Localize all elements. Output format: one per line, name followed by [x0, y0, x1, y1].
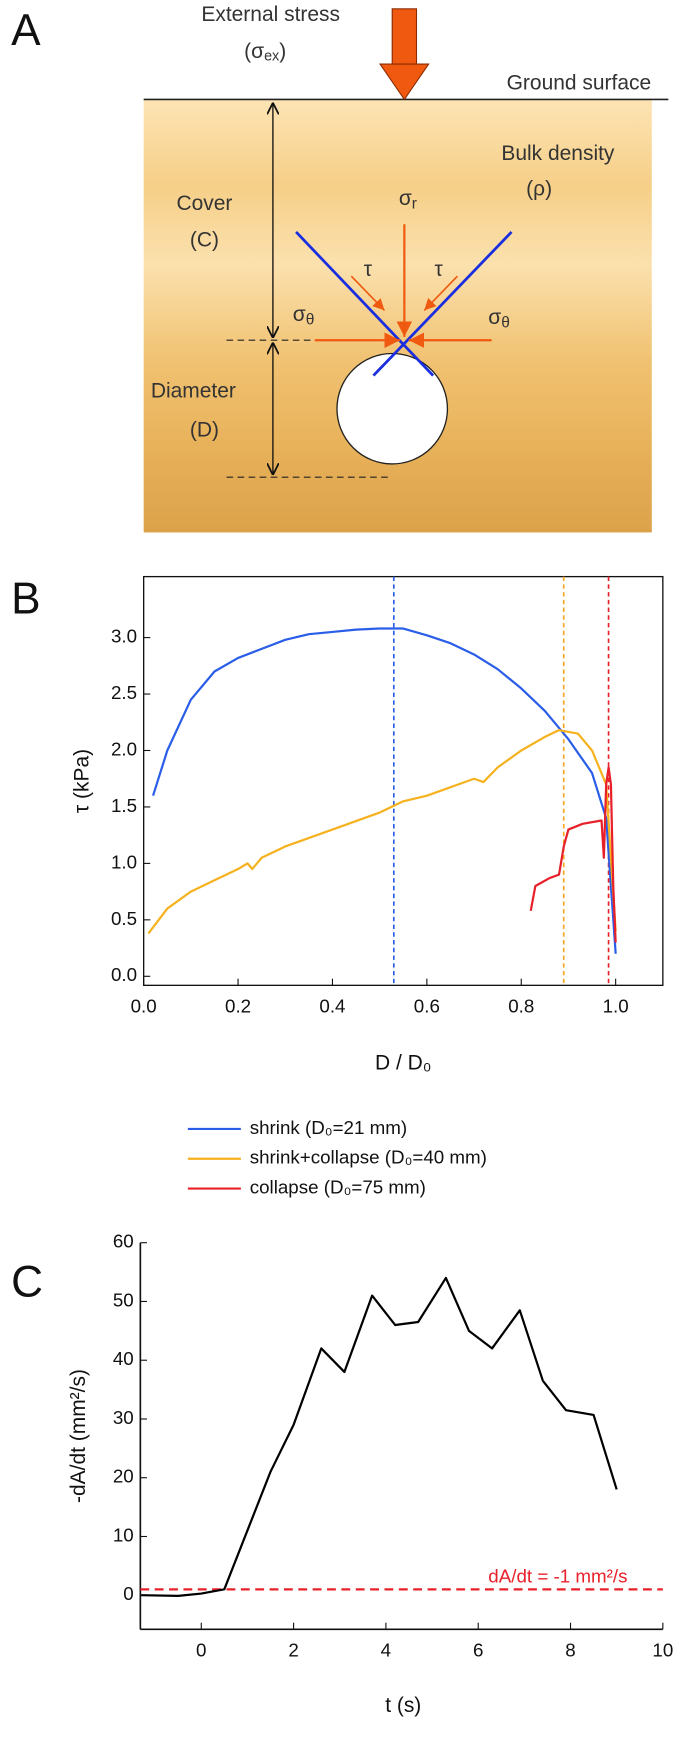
rho: (ρ) [526, 178, 552, 201]
x-tick-label: 0.2 [225, 995, 251, 1016]
ground-surface: Ground surface [507, 71, 652, 94]
annotation: dA/dt = -1 mm²/s [488, 1565, 627, 1586]
x-tick-label: 0.6 [414, 995, 440, 1016]
cavity [336, 352, 449, 465]
panel-label: A [11, 6, 41, 55]
y-tick-label: 50 [113, 1289, 134, 1310]
stress-arrow [391, 8, 418, 65]
tau-arrow [423, 275, 458, 311]
legend-label: collapse (D₀=75 mm) [250, 1177, 426, 1198]
x-tick-label: 1.0 [603, 995, 629, 1016]
x-tick-label: 2 [288, 1639, 298, 1660]
y-tick-label: 1.5 [111, 795, 137, 816]
tau: τ [434, 258, 443, 281]
diameter-symbol: (D) [190, 418, 219, 441]
y-tick-label: 0.5 [111, 908, 137, 929]
x-tick-label: 6 [473, 1639, 483, 1660]
sigma-ex: (σex) [244, 39, 286, 64]
x-axis-label: D / D₀ [375, 1051, 431, 1074]
y-tick-label: 2.0 [111, 738, 137, 759]
x-tick-label: 0.4 [319, 995, 345, 1016]
series-line [152, 627, 617, 954]
y-tick-label: 40 [113, 1348, 134, 1369]
external-stress: External stress [201, 3, 340, 26]
y-tick-label: 0.0 [111, 964, 137, 985]
panel-label: C [11, 1257, 43, 1306]
y-tick-label: 30 [113, 1407, 134, 1428]
x-tick-label: 0.8 [508, 995, 534, 1016]
plot-frame [143, 575, 664, 986]
bulk-density: Bulk density [501, 142, 615, 165]
legend-label: shrink (D₀=21 mm) [250, 1117, 407, 1138]
x-tick-label: 0.0 [131, 995, 157, 1016]
charts: 0.0 0.2 0.4 0.6 0.8 1.0 0.0 0.5 1.0 1.5 2.0 2.5 3.0 s… [67, 575, 673, 1717]
y-tick-label: 10 [113, 1524, 134, 1545]
tau-arrow [350, 275, 386, 311]
sigma-theta: σθ [293, 302, 315, 328]
y-axis-label: τ (kPa) [70, 749, 93, 813]
shear-line [295, 231, 435, 377]
y-tick-label: 2.5 [111, 682, 137, 703]
stress-arrow-head [379, 63, 430, 101]
shear-line [372, 231, 513, 377]
cover: Cover [176, 192, 232, 215]
series-line [529, 766, 617, 943]
x-tick-label: 0 [196, 1639, 206, 1660]
y-tick-label: 60 [113, 1231, 134, 1252]
cover-symbol: (C) [190, 228, 219, 251]
x-tick-label: 8 [565, 1639, 575, 1660]
x-tick-label: 10 [652, 1639, 673, 1660]
x-axis-label: t (s) [385, 1694, 421, 1717]
series-line [141, 1276, 618, 1597]
sigma-r: σr [399, 186, 417, 212]
y-tick-label: 0 [123, 1583, 133, 1604]
y-tick-label: 1.0 [111, 851, 137, 872]
y-tick-label: 20 [113, 1466, 134, 1487]
sigma-theta: σθ [488, 306, 510, 332]
tau: τ [364, 258, 373, 281]
series-line [147, 729, 617, 935]
legend-label: shrink+collapse (D₀=40 mm) [250, 1147, 487, 1168]
y-axis-label: -dA/dt (mm²/s) [67, 1369, 90, 1503]
x-tick-label: 4 [381, 1639, 391, 1660]
y-tick-label: 3.0 [111, 626, 137, 647]
panel-label: B [11, 575, 40, 624]
diameter: Diameter [151, 380, 236, 403]
panel-a: External stress (σex) Ground surface Bul… [143, 3, 669, 533]
